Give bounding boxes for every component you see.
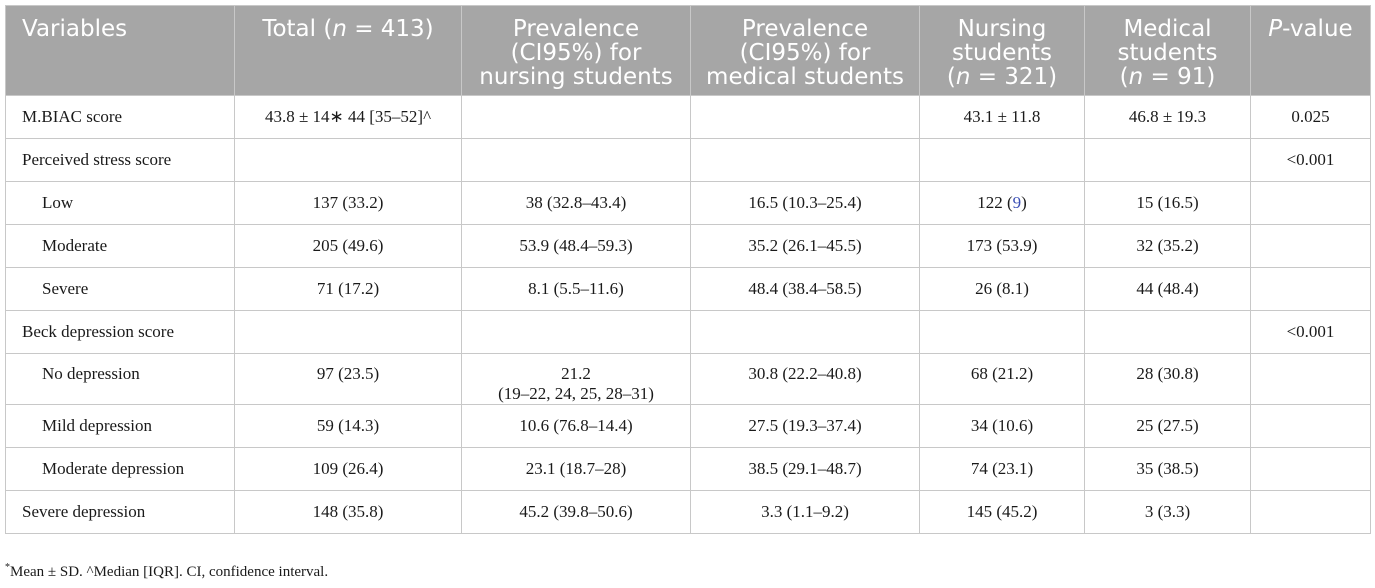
header-prevalence-nursing: Prevalence (CI95%) for nursing students — [461, 5, 691, 96]
cell-p-value: <0.001 — [1250, 310, 1371, 354]
results-table: Variables Total (n = 413) Prevalence (CI9… — [5, 5, 1371, 534]
cell-prevalence-medical: 30.8 (22.2–40.8) — [690, 353, 920, 405]
cell-prevalence-medical: 27.5 (19.3–37.4) — [690, 404, 920, 448]
row-label: Mild depression — [5, 404, 235, 448]
cell-medical — [1084, 310, 1251, 354]
results-table-container: Variables Total (n = 413) Prevalence (CI9… — [5, 5, 1371, 534]
row-label: No depression — [5, 353, 235, 405]
footnote-text: Mean ± SD. ^Median [IQR]. CI, confidence… — [10, 564, 329, 580]
cell-nursing: 68 (21.2) — [919, 353, 1085, 405]
cell-prevalence-medical — [690, 138, 920, 182]
cell-nursing: 122 (9) — [919, 181, 1085, 225]
cell-medical: 25 (27.5) — [1084, 404, 1251, 448]
cell-medical: 35 (38.5) — [1084, 447, 1251, 491]
cell-prevalence-nursing — [461, 95, 691, 139]
cell-total: 205 (49.6) — [234, 224, 462, 268]
table-header: Variables Total (n = 413) Prevalence (CI9… — [5, 5, 1371, 96]
row-label: Beck depression score — [5, 310, 235, 354]
cell-total: 71 (17.2) — [234, 267, 462, 311]
cell-p-value: 0.025 — [1250, 95, 1371, 139]
table-row: Beck depression score <0.001 — [5, 310, 1371, 354]
cell-prevalence-nursing: 23.1 (18.7–28) — [461, 447, 691, 491]
row-label: Severe — [5, 267, 235, 311]
cell-prevalence-medical — [690, 310, 920, 354]
cell-total: 137 (33.2) — [234, 181, 462, 225]
reference-link[interactable]: 9 — [1012, 193, 1022, 212]
cell-prevalence-nursing: 45.2 (39.8–50.6) — [461, 490, 691, 534]
cell-nursing: 173 (53.9) — [919, 224, 1085, 268]
cell-p-value — [1250, 404, 1371, 448]
cell-p-value — [1250, 447, 1371, 491]
cell-prevalence-nursing: 38 (32.8–43.4) — [461, 181, 691, 225]
cell-prevalence-nursing: 10.6 (76.8–14.4) — [461, 404, 691, 448]
cell-prevalence-nursing — [461, 310, 691, 354]
header-nursing-students: Nursing students (n = 321) — [919, 5, 1085, 96]
cell-medical: 44 (48.4) — [1084, 267, 1251, 311]
cell-total: 43.8 ± 14∗ 44 [35–52]^ — [234, 95, 462, 139]
cell-total — [234, 310, 462, 354]
cell-total: 109 (26.4) — [234, 447, 462, 491]
table-row: M.BIAC score 43.8 ± 14∗ 44 [35–52]^ 43.1… — [5, 95, 1371, 139]
cell-medical: 3 (3.3) — [1084, 490, 1251, 534]
header-row: Variables Total (n = 413) Prevalence (CI9… — [5, 5, 1371, 96]
cell-p-value — [1250, 224, 1371, 268]
header-variables: Variables — [5, 5, 235, 96]
table-row: Severe depression 148 (35.8) 45.2 (39.8–… — [5, 490, 1371, 534]
table-row: Low 137 (33.2) 38 (32.8–43.4) 16.5 (10.3… — [5, 181, 1371, 225]
cell-total — [234, 138, 462, 182]
cell-prevalence-medical: 48.4 (38.4–58.5) — [690, 267, 920, 311]
footnote-marker: * — [5, 562, 10, 573]
table-row: Moderate 205 (49.6) 53.9 (48.4–59.3) 35.… — [5, 224, 1371, 268]
cell-medical: 15 (16.5) — [1084, 181, 1251, 225]
cell-prevalence-medical: 35.2 (26.1–45.5) — [690, 224, 920, 268]
cell-medical — [1084, 138, 1251, 182]
cell-prevalence-medical: 3.3 (1.1–9.2) — [690, 490, 920, 534]
table-row: Severe 71 (17.2) 8.1 (5.5–11.6) 48.4 (38… — [5, 267, 1371, 311]
header-total: Total (n = 413) — [234, 5, 462, 96]
cell-medical: 32 (35.2) — [1084, 224, 1251, 268]
table-row: Perceived stress score <0.001 — [5, 138, 1371, 182]
cell-p-value: <0.001 — [1250, 138, 1371, 182]
header-p-value: P-value — [1250, 5, 1371, 96]
cell-p-value — [1250, 181, 1371, 225]
cell-total: 97 (23.5) — [234, 353, 462, 405]
table-footnote: *Mean ± SD. ^Median [IQR]. CI, confidenc… — [5, 562, 328, 581]
cell-prevalence-medical — [690, 95, 920, 139]
cell-nursing: 34 (10.6) — [919, 404, 1085, 448]
cell-total: 59 (14.3) — [234, 404, 462, 448]
cell-nursing — [919, 310, 1085, 354]
row-label: M.BIAC score — [5, 95, 235, 139]
cell-p-value — [1250, 353, 1371, 405]
header-prevalence-medical: Prevalence (CI95%) for medical students — [690, 5, 920, 96]
cell-prevalence-medical: 16.5 (10.3–25.4) — [690, 181, 920, 225]
row-label: Moderate — [5, 224, 235, 268]
cell-medical: 46.8 ± 19.3 — [1084, 95, 1251, 139]
table-row: No depression 97 (23.5) 21.2 (19–22, 24, … — [5, 353, 1371, 405]
table-row: Mild depression 59 (14.3) 10.6 (76.8–14.… — [5, 404, 1371, 448]
cell-nursing: 74 (23.1) — [919, 447, 1085, 491]
row-label: Low — [5, 181, 235, 225]
cell-medical: 28 (30.8) — [1084, 353, 1251, 405]
cell-p-value — [1250, 267, 1371, 311]
cell-prevalence-nursing — [461, 138, 691, 182]
cell-nursing: 26 (8.1) — [919, 267, 1085, 311]
row-label: Severe depression — [5, 490, 235, 534]
cell-prevalence-nursing: 21.2 (19–22, 24, 25, 28–31) — [461, 353, 691, 405]
header-medical-students: Medical students (n = 91) — [1084, 5, 1251, 96]
cell-prevalence-medical: 38.5 (29.1–48.7) — [690, 447, 920, 491]
table-row: Moderate depression 109 (26.4) 23.1 (18.… — [5, 447, 1371, 491]
row-label: Moderate depression — [5, 447, 235, 491]
cell-p-value — [1250, 490, 1371, 534]
cell-prevalence-nursing: 53.9 (48.4–59.3) — [461, 224, 691, 268]
cell-prevalence-nursing: 8.1 (5.5–11.6) — [461, 267, 691, 311]
row-label: Perceived stress score — [5, 138, 235, 182]
cell-total: 148 (35.8) — [234, 490, 462, 534]
cell-nursing — [919, 138, 1085, 182]
cell-nursing: 43.1 ± 11.8 — [919, 95, 1085, 139]
cell-nursing: 145 (45.2) — [919, 490, 1085, 534]
table-body: M.BIAC score 43.8 ± 14∗ 44 [35–52]^ 43.1… — [5, 95, 1371, 534]
